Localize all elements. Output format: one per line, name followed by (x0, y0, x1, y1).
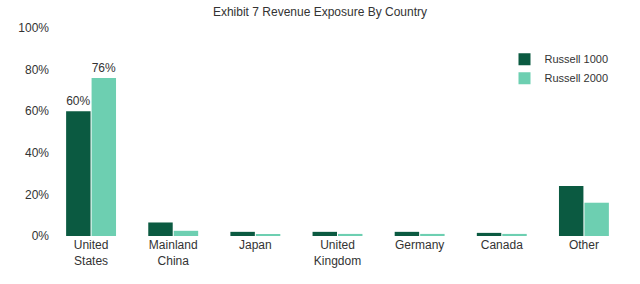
svg-text:UnitedStates: UnitedStates (74, 238, 109, 268)
svg-text:20%: 20% (25, 188, 49, 202)
svg-text:60%: 60% (25, 104, 49, 118)
svg-text:Exhibit 7 Revenue Exposure By: Exhibit 7 Revenue Exposure By Country (213, 5, 427, 19)
svg-text:0%: 0% (32, 229, 50, 243)
svg-text:60%: 60% (66, 94, 90, 108)
svg-text:40%: 40% (25, 146, 49, 160)
svg-text:Germany: Germany (395, 238, 444, 252)
svg-text:Russell 2000: Russell 2000 (545, 72, 609, 84)
svg-text:MainlandChina: MainlandChina (149, 238, 198, 268)
svg-text:76%: 76% (92, 61, 116, 75)
svg-text:UnitedKingdom: UnitedKingdom (314, 238, 361, 268)
svg-text:Japan: Japan (239, 238, 272, 252)
svg-text:Canada: Canada (481, 238, 523, 252)
svg-text:Russell 1000: Russell 1000 (545, 53, 609, 65)
svg-text:80%: 80% (25, 63, 49, 77)
svg-text:100%: 100% (18, 21, 49, 35)
svg-text:Other: Other (569, 238, 599, 252)
